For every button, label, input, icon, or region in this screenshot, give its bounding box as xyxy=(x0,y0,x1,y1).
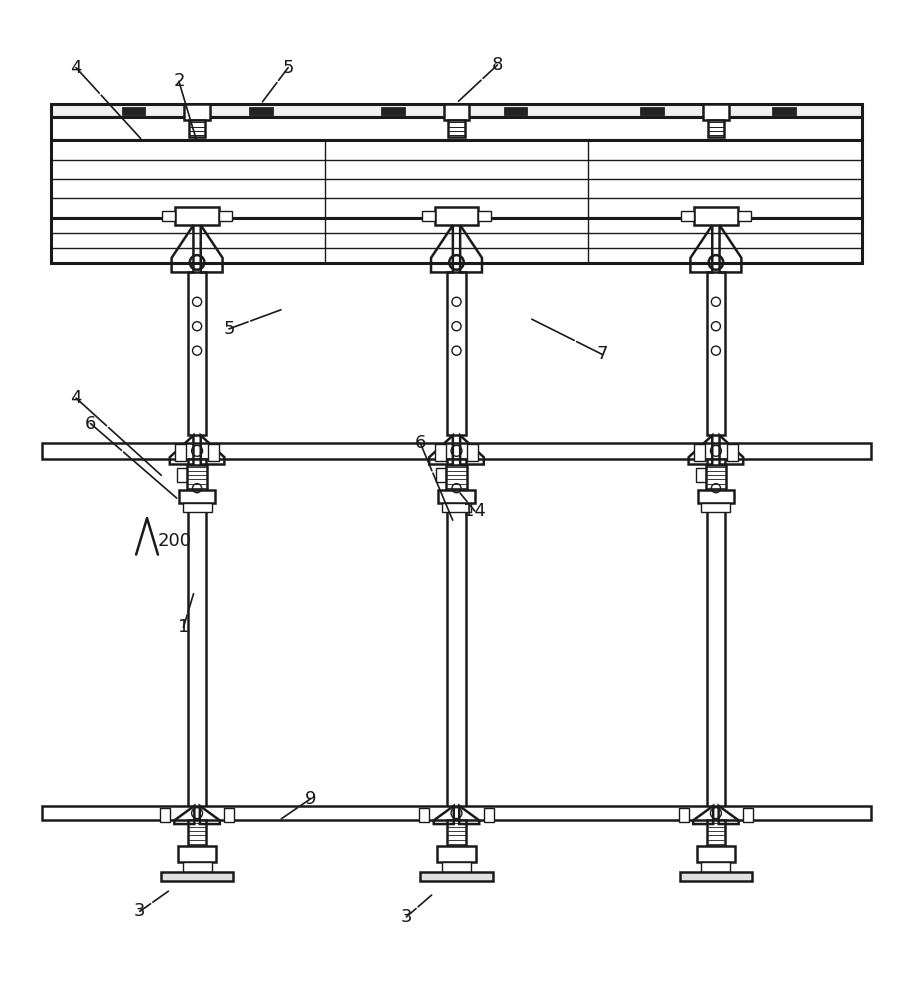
Text: 6: 6 xyxy=(85,415,96,433)
Bar xyxy=(696,468,706,482)
Bar xyxy=(219,211,232,221)
Text: 8: 8 xyxy=(492,56,503,74)
Bar xyxy=(707,459,725,820)
Bar xyxy=(184,104,210,120)
Bar xyxy=(698,490,734,503)
Text: 5: 5 xyxy=(223,320,235,338)
Bar xyxy=(422,211,435,221)
Bar xyxy=(42,443,871,459)
Text: 14: 14 xyxy=(463,502,486,520)
Bar xyxy=(701,862,730,872)
Bar xyxy=(160,808,170,822)
Bar xyxy=(177,468,187,482)
Text: 4: 4 xyxy=(70,59,82,77)
Bar xyxy=(175,207,219,225)
Bar xyxy=(188,820,206,846)
Bar xyxy=(208,444,219,461)
Bar xyxy=(438,490,475,503)
Bar xyxy=(467,444,478,461)
Bar xyxy=(681,211,694,221)
Bar xyxy=(51,104,862,117)
Bar xyxy=(694,444,705,461)
Bar xyxy=(446,465,467,490)
Bar xyxy=(442,862,471,872)
Bar xyxy=(163,211,175,221)
Bar xyxy=(447,272,466,435)
Text: 200: 200 xyxy=(157,532,192,550)
Text: 2: 2 xyxy=(173,72,184,90)
Bar xyxy=(419,808,429,822)
Bar xyxy=(183,862,212,872)
Bar xyxy=(51,117,862,140)
Bar xyxy=(178,846,216,862)
Bar xyxy=(708,120,724,137)
Bar xyxy=(183,503,212,512)
Bar xyxy=(189,120,205,137)
Bar xyxy=(188,459,206,820)
Bar xyxy=(743,808,753,822)
Text: 7: 7 xyxy=(596,345,608,363)
Bar xyxy=(484,808,494,822)
Bar xyxy=(738,211,750,221)
Bar xyxy=(179,490,215,503)
Bar xyxy=(51,218,862,263)
Bar xyxy=(42,806,871,820)
Text: 6: 6 xyxy=(415,434,425,452)
Bar xyxy=(442,503,471,512)
Bar xyxy=(436,468,446,482)
Bar xyxy=(381,107,404,115)
Bar xyxy=(678,808,688,822)
Bar xyxy=(504,107,528,115)
Text: 1: 1 xyxy=(178,618,189,636)
Bar xyxy=(437,846,476,862)
Text: 4: 4 xyxy=(70,389,82,407)
Bar xyxy=(694,207,738,225)
Text: 5: 5 xyxy=(282,59,294,77)
Bar xyxy=(701,503,730,512)
Bar xyxy=(420,872,493,881)
Bar xyxy=(51,140,862,218)
Bar xyxy=(707,820,725,846)
Text: 3: 3 xyxy=(401,908,412,926)
Bar xyxy=(707,272,725,435)
Bar xyxy=(640,107,664,115)
Bar xyxy=(175,444,186,461)
Bar xyxy=(703,104,729,120)
Bar xyxy=(448,120,465,137)
Bar xyxy=(772,107,796,115)
Bar xyxy=(706,465,726,490)
Bar xyxy=(188,272,206,435)
Bar xyxy=(225,808,235,822)
Text: 9: 9 xyxy=(305,790,317,808)
Bar xyxy=(447,820,466,846)
Bar xyxy=(435,207,478,225)
Bar xyxy=(121,107,145,115)
Bar xyxy=(435,444,446,461)
Bar xyxy=(249,107,273,115)
Bar xyxy=(727,444,738,461)
Bar xyxy=(679,872,752,881)
Bar xyxy=(161,872,234,881)
Bar xyxy=(478,211,491,221)
Bar xyxy=(187,465,207,490)
Bar xyxy=(697,846,735,862)
Text: 3: 3 xyxy=(134,902,145,920)
Bar xyxy=(444,104,469,120)
Bar xyxy=(447,459,466,820)
